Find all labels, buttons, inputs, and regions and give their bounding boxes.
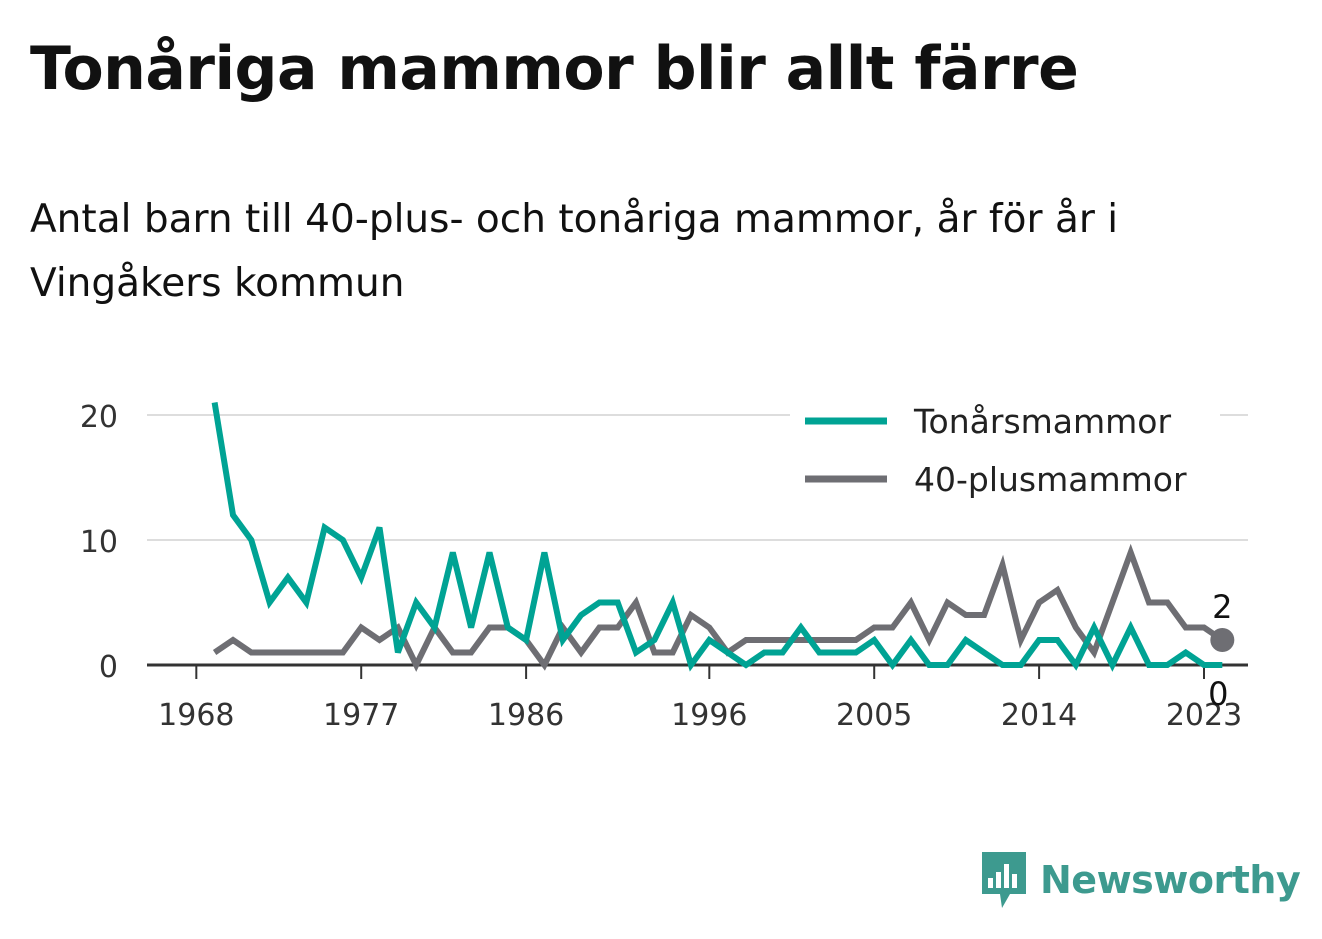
brand-name: Newsworthy — [1040, 858, 1301, 902]
newsworthy-logo-icon — [982, 852, 1026, 908]
series-lines — [211, 402, 1224, 672]
x-tick-label: 1977 — [323, 698, 399, 733]
legend-background — [790, 395, 1220, 515]
end-label-tonarsmammor: 0 — [1208, 675, 1228, 713]
legend: Tonårsmammor 40-plusmammor — [790, 395, 1220, 515]
series-line-tonarsmammor — [211, 402, 1223, 672]
x-tick-label: 2023 — [1166, 698, 1242, 733]
x-axis: 1968 1977 1986 1996 2005 2014 2023 — [147, 663, 1248, 733]
x-tick-label: 2005 — [836, 698, 912, 733]
y-tick-label: 20 — [80, 400, 118, 435]
legend-label: Tonårsmammor — [913, 402, 1171, 441]
y-axis: 0 10 20 — [80, 400, 118, 685]
legend-label: 40-plusmammor — [914, 460, 1187, 499]
series-line-40-plusmammor — [212, 543, 1224, 672]
y-tick-label: 0 — [99, 650, 118, 685]
x-tick-label: 2014 — [1001, 698, 1077, 733]
x-tick-label: 1968 — [158, 698, 234, 733]
end-point-40-plusmammor — [1210, 628, 1235, 652]
brand-logo: Newsworthy — [980, 850, 1301, 910]
end-label-40-plusmammor: 2 — [1212, 588, 1232, 626]
x-tick-label: 1996 — [671, 698, 747, 733]
y-tick-label: 10 — [80, 525, 118, 560]
end-markers: 20 — [1208, 588, 1235, 713]
chart-title: Tonåriga mammor blir allt färre — [30, 34, 1079, 104]
x-tick-label: 1986 — [488, 698, 564, 733]
chart-subtitle: Antal barn till 40-plus- och tonåriga ma… — [30, 197, 1119, 306]
